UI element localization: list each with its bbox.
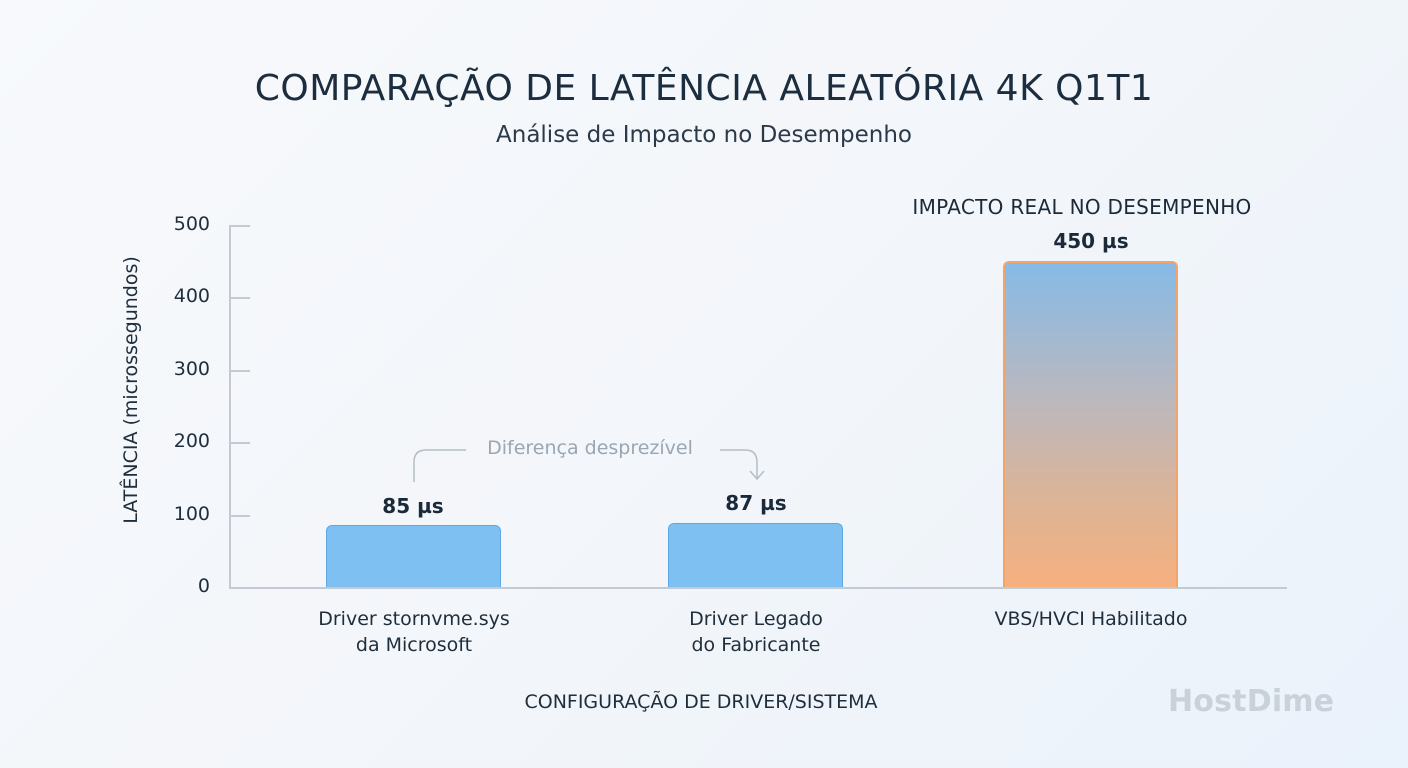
chart-subtitle: Análise de Impacto no Desempenho — [496, 122, 912, 148]
bar-legacy-driver — [668, 523, 843, 587]
y-tick-label: 500 — [173, 213, 210, 235]
chart-title: COMPARAÇÃO DE LATÊNCIA ALEATÓRIA 4K Q1T1 — [254, 68, 1154, 109]
x-axis-line — [229, 587, 1287, 589]
y-tick — [230, 442, 250, 444]
y-tick-label: 100 — [173, 503, 210, 525]
x-category-line: VBS/HVCI Habilitado — [994, 608, 1188, 630]
x-category-label: Driver stornvme.sys da Microsoft — [274, 606, 554, 658]
x-axis-label-text: CONFIGURAÇÃO DE DRIVER/SISTEMA — [524, 691, 878, 713]
x-axis-label: CONFIGURAÇÃO DE DRIVER/SISTEMA — [0, 691, 1408, 713]
brand-watermark: HostDime — [1168, 684, 1335, 719]
y-tick — [230, 515, 250, 517]
negligible-difference-note: Diferença desprezível — [487, 437, 693, 459]
x-category-line: do Fabricante — [691, 634, 821, 656]
y-tick — [230, 225, 250, 227]
x-category-line: da Microsoft — [355, 634, 473, 656]
value-label: 450 µs — [1053, 229, 1129, 253]
x-category-line: Driver Legado — [689, 608, 823, 630]
y-tick — [230, 370, 250, 372]
y-axis-line — [229, 225, 231, 588]
x-category-label: VBS/HVCI Habilitado — [951, 606, 1231, 632]
y-tick-label: 400 — [173, 285, 210, 307]
bar-vbs-hvci — [1003, 261, 1178, 587]
y-tick-label: 300 — [173, 358, 210, 380]
value-label: 85 µs — [382, 494, 444, 518]
y-tick-label: 0 — [197, 575, 210, 597]
x-category-line: Driver stornvme.sys — [318, 608, 510, 630]
impact-annotation: IMPACTO REAL NO DESEMPENHO — [912, 195, 1252, 219]
x-category-label: Driver Legado do Fabricante — [616, 606, 896, 658]
y-tick — [230, 297, 250, 299]
value-label: 87 µs — [725, 491, 787, 515]
y-tick-label: 200 — [173, 430, 210, 452]
bar-stornvme — [326, 525, 501, 587]
